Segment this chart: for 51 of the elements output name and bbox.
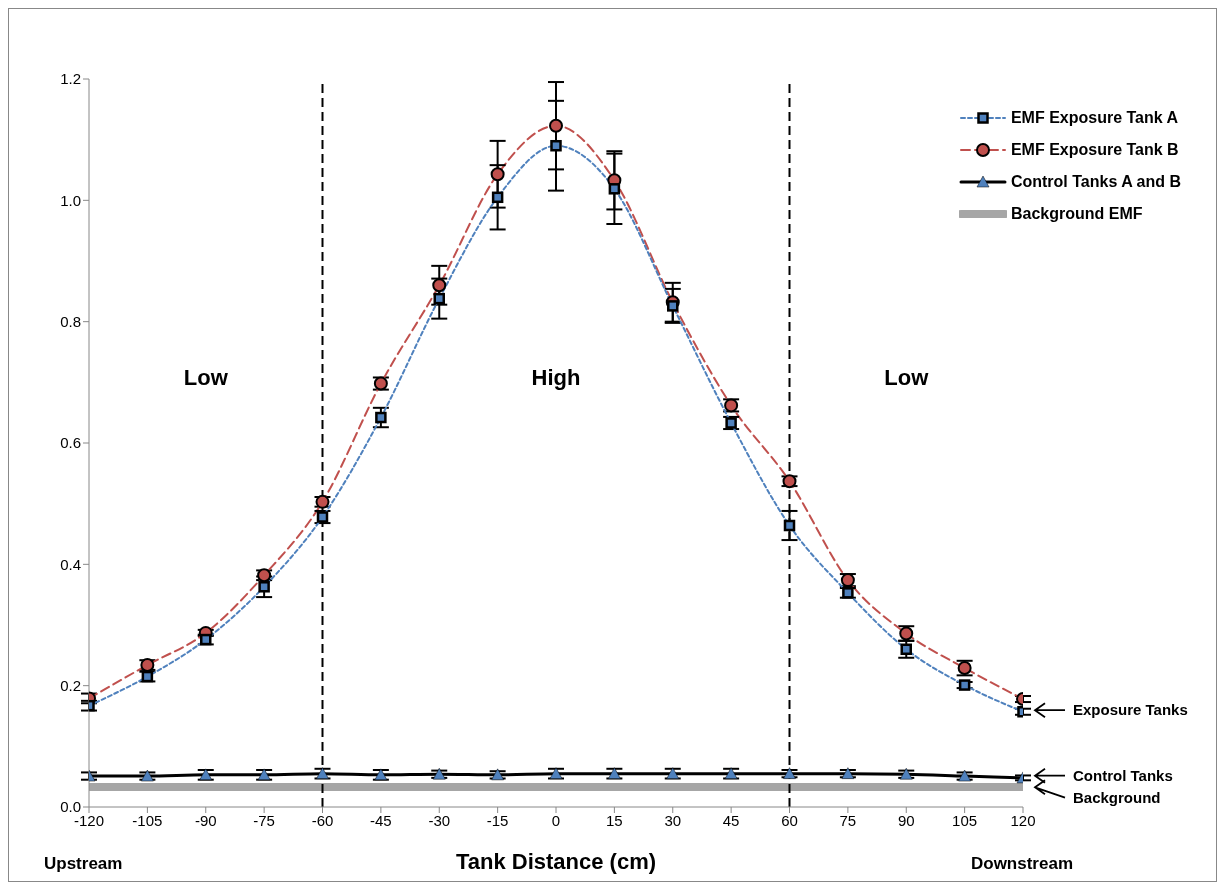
point <box>550 139 562 152</box>
y-tick-label: 0.8 <box>60 312 81 330</box>
y-tick-label: 1.0 <box>60 191 81 209</box>
point <box>200 633 212 646</box>
x-tick-label: 75 <box>839 811 857 829</box>
point <box>433 292 445 305</box>
x-tick-label: 30 <box>664 811 682 829</box>
text: Exposure Tanks <box>1073 701 1188 719</box>
text: Background <box>1073 788 1161 806</box>
x-tick-label: 60 <box>781 811 798 829</box>
legend-label: Control Tanks A and B <box>1010 173 1181 191</box>
point <box>375 411 387 424</box>
x-tick-label: -45 <box>370 811 392 829</box>
x-tick-label: -105 <box>132 811 163 829</box>
point <box>783 519 796 532</box>
x-tick-label: 105 <box>952 811 978 829</box>
x-tick-label: 15 <box>606 811 623 829</box>
point <box>900 643 912 656</box>
point <box>258 581 270 593</box>
x-tick-label: -90 <box>194 811 217 829</box>
point <box>491 191 504 204</box>
x-tick-label: -60 <box>311 811 334 829</box>
annotation: High <box>531 364 581 390</box>
point <box>842 587 854 599</box>
x-tick-label: -15 <box>486 811 509 829</box>
point <box>490 167 505 182</box>
point <box>549 118 563 133</box>
annotation: Low <box>183 364 229 390</box>
annotation: Low <box>884 364 930 390</box>
x-tick-label: 90 <box>897 811 915 829</box>
legend-label: Background EMF <box>1010 205 1143 223</box>
y-tick-label: 1.2 <box>60 70 81 88</box>
point <box>958 679 971 691</box>
y-tick-label: 0.4 <box>60 555 81 573</box>
x-tick-label: -30 <box>428 811 451 829</box>
x-tick-label: 0 <box>551 811 561 829</box>
x-tick-label: 120 <box>1010 811 1036 829</box>
y-tick-label: 0.6 <box>60 434 81 452</box>
point <box>725 417 737 429</box>
text: Control Tanks <box>1073 766 1173 784</box>
text: Upstream <box>44 854 123 873</box>
legend-label: EMF Exposure Tank B <box>1010 141 1179 159</box>
text: Downstream <box>970 854 1073 873</box>
y-tick-label: 0.2 <box>60 676 81 694</box>
x-tick-label: 45 <box>722 811 740 829</box>
point <box>608 183 621 195</box>
x-tick-label: -75 <box>253 811 275 829</box>
point <box>667 300 679 312</box>
x-axis-title: Tank Distance (cm) <box>455 849 657 874</box>
point <box>432 278 447 293</box>
legend-label: EMF Exposure Tank A <box>1010 109 1179 127</box>
